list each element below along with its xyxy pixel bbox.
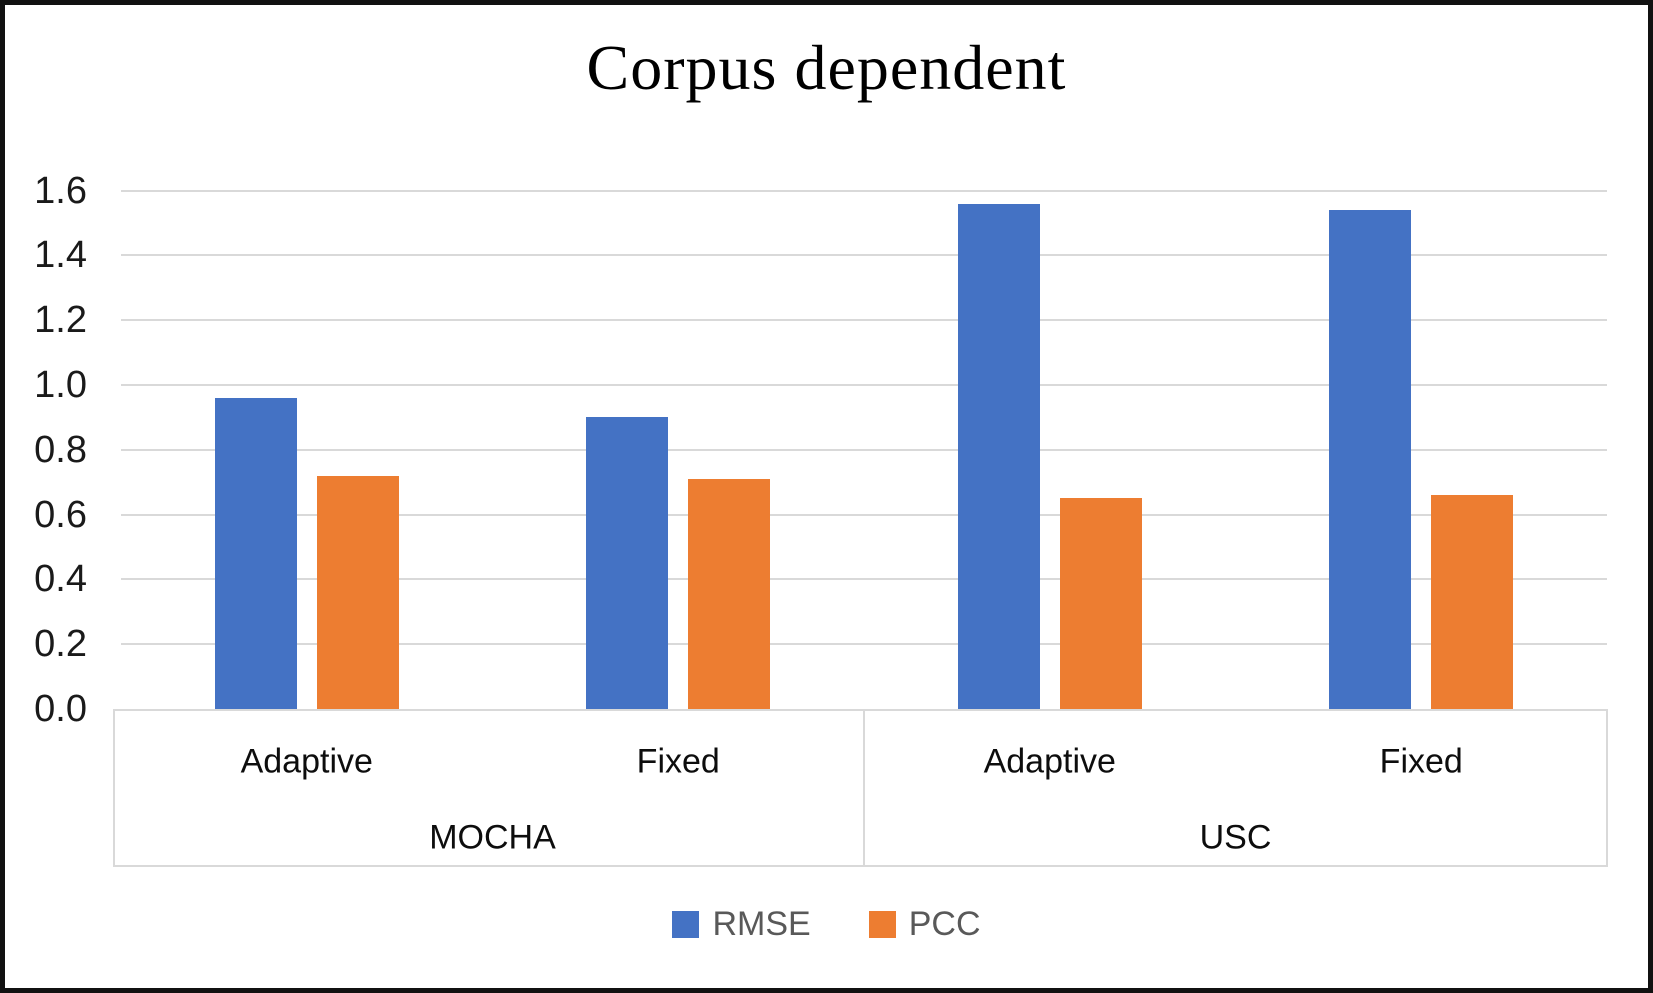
bar-pcc-2 <box>688 478 771 709</box>
y-axis-tick-label: 1.6 <box>34 169 87 212</box>
group-label-mocha: MOCHA <box>429 818 556 857</box>
legend-item-pcc: PCC <box>868 905 981 943</box>
legend-label-rmse: RMSE <box>712 905 811 943</box>
legend-label-pcc: PCC <box>908 905 981 943</box>
y-axis-tick-label: 0.0 <box>34 688 87 730</box>
gridline <box>121 448 1607 451</box>
gridline <box>121 319 1607 322</box>
gridline <box>121 384 1607 386</box>
group-divider <box>863 709 865 867</box>
y-axis-tick-label: 1.4 <box>34 234 87 277</box>
gridline <box>121 254 1607 257</box>
bar-pcc-3 <box>1059 498 1142 709</box>
gridline <box>121 189 1607 192</box>
y-axis-tick-label: 1.0 <box>34 364 87 406</box>
category-label: Fixed <box>636 742 720 781</box>
category-label: Fixed <box>1379 742 1463 781</box>
bar-rmse-2 <box>586 417 669 709</box>
bar-pcc-4 <box>1431 495 1514 709</box>
pcc-swatch-icon <box>868 910 896 938</box>
group-label-usc: USC <box>1199 818 1272 857</box>
legend-item-rmse: RMSE <box>672 905 811 943</box>
y-axis-tick-label: 0.4 <box>34 558 87 601</box>
y-axis-tick-label: 0.8 <box>34 428 87 471</box>
bar-pcc-1 <box>316 475 399 709</box>
gridline <box>121 643 1607 646</box>
gridline <box>121 578 1607 581</box>
bar-rmse-3 <box>957 203 1040 709</box>
rmse-swatch-icon <box>672 910 700 938</box>
gridline <box>121 513 1607 516</box>
chart-title: Corpus dependent <box>586 32 1067 103</box>
category-label: Adaptive <box>983 742 1116 781</box>
category-label: Adaptive <box>240 742 373 781</box>
bar-rmse-1 <box>214 397 297 709</box>
y-axis-tick-label: 0.2 <box>34 623 87 666</box>
y-axis-tick-label: 1.2 <box>34 299 87 342</box>
y-axis-tick-label: 0.6 <box>34 493 87 536</box>
legend: RMSE PCC <box>5 907 1648 941</box>
bar-rmse-4 <box>1329 210 1412 709</box>
category-axis-box <box>113 709 1608 867</box>
